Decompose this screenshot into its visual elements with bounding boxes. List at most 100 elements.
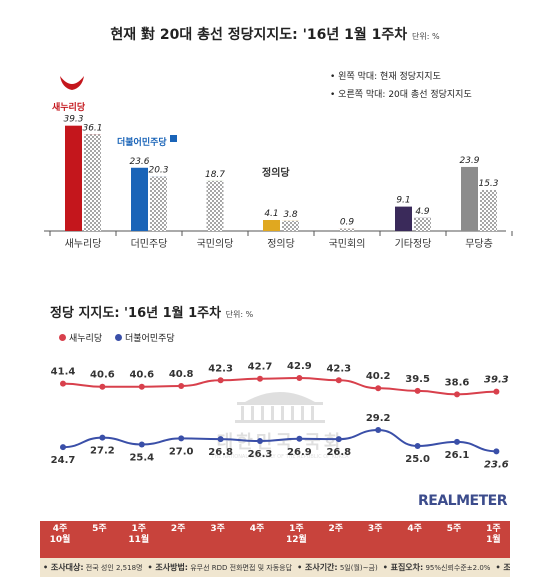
survey-info-item: • 조사기관: 리얼미터 [495, 563, 510, 572]
bar-current [461, 166, 478, 231]
survey-info-key: • 조사기관: [495, 563, 510, 572]
survey-info-key: • 표집오차: [382, 563, 424, 572]
line-value-label: 23.6 [484, 459, 509, 470]
bar-election-pattern [206, 180, 224, 231]
national-assembly-watermark: 대한민국 국회 THE NATIONAL ASSEMBLY OF THE REP… [190, 388, 370, 460]
line-deomin [62, 429, 497, 453]
legend-right-bar: • 오른쪽 막대: 20대 총선 정당지지도 [330, 90, 472, 100]
line-value-label: 40.2 [366, 371, 391, 382]
bar-value-label: 23.6 [129, 157, 149, 167]
survey-info-value: 전국 성인 2,518명 [83, 564, 143, 572]
week-label: 4주 [249, 524, 265, 534]
survey-info-value: 유무선 RDD 전화면접 및 자동응답 [188, 564, 293, 572]
line-point [454, 391, 460, 398]
line-point [257, 375, 263, 382]
survey-info-bar: • 조사대상: 전국 성인 2,518명 • 조사방법: 유무선 RDD 전화면접… [40, 558, 510, 577]
legend-dot-red [59, 334, 66, 341]
jeongui-logo-text: 정의당 [262, 168, 290, 179]
line-point [375, 385, 382, 392]
line-value-label: 29.2 [366, 413, 391, 424]
line-chart: 41.4 40.6 40.6 40.8 42.3 42.7 42.9 42.3 40.2 39.5… [51, 361, 509, 470]
line-point [335, 377, 342, 384]
survey-info-item: • 조사방법: 유무선 RDD 전화면접 및 자동응답 [147, 563, 293, 572]
line-chart-legend: 새누리당 더불어민주당 [55, 331, 175, 344]
line-chart-title: 정당 지지도: '16년 1월 1주차 단위: % [50, 302, 253, 321]
line-value-label: 41.4 [51, 367, 76, 378]
bar-election-pattern [84, 134, 101, 231]
bar-category-label: 더민주당 [131, 238, 168, 250]
week-label: 2주 [328, 524, 344, 534]
line-point [335, 436, 342, 443]
week-label: 1주 12월 [285, 524, 307, 545]
line-value-label: 42.3 [326, 363, 351, 374]
week-label: 1주 1월 [486, 524, 501, 545]
watermark-subtitle: THE NATIONAL ASSEMBLY OF THE REPUBLIC OF… [211, 454, 349, 460]
line-value-label: 26.8 [208, 447, 233, 458]
line-point [99, 383, 106, 390]
line-point [296, 435, 303, 442]
line-value-label: 40.8 [169, 369, 194, 380]
line-value-label: 25.4 [129, 452, 154, 463]
line-point [414, 387, 421, 394]
survey-info-item: • 표집오차: 95%신뢰수준±2.0% [382, 563, 491, 572]
line-point [493, 388, 500, 395]
survey-info-value: 95%신뢰수준±2.0% [423, 564, 491, 572]
bar-category-label: 새누리당 [65, 238, 102, 250]
bar-election-pattern [282, 220, 299, 231]
bar-value-label: 36.1 [82, 123, 102, 133]
line-chart-unit: 단위: % [225, 310, 254, 319]
line-point [99, 434, 106, 441]
bar-current [263, 220, 280, 231]
jeongui-logo: 정의당 [262, 164, 290, 179]
bar-election-pattern [338, 228, 356, 231]
week-label: 1주 11월 [128, 524, 150, 545]
line-point [138, 383, 145, 390]
line-value-label: 26.8 [326, 447, 351, 458]
line-value-label: 27.2 [90, 446, 115, 457]
week-label: 4주 10월 [49, 524, 71, 545]
bar-value-label: 15.3 [478, 179, 498, 189]
line-value-label: 42.7 [248, 362, 273, 373]
line-saenuri [62, 376, 497, 396]
top-chart-title-text: 현재 對 20대 총선 정당지지도: '16년 1월 1주차 [110, 27, 408, 43]
bar-value-label: 0.9 [340, 218, 355, 228]
line-value-label: 25.0 [405, 454, 430, 465]
bar-chart: 39.336.1 23.620.3 18.7 4.1 3.8 0.9 9.1 4.9 23.9 1… [44, 115, 513, 250]
line-point [178, 382, 185, 389]
line-value-label: 39.3 [484, 375, 509, 386]
top-chart-legend: • 왼쪽 막대: 현재 정당지지도 • 오른쪽 막대: 20대 총선 정당지지도 [330, 68, 472, 104]
line-point [138, 441, 145, 448]
line-value-label: 24.7 [51, 455, 76, 466]
saenuri-logo-text: 새누리당 [52, 103, 86, 113]
legend-dot-blue [115, 334, 122, 341]
line-point [414, 443, 421, 449]
line-value-label: 26.1 [445, 450, 470, 461]
legend-saenuri: 새누리당 [69, 334, 103, 344]
survey-info-key: • 조사기간: [297, 563, 338, 572]
line-point [217, 436, 224, 443]
bar-value-label: 23.9 [459, 156, 479, 166]
line-point [60, 380, 66, 387]
week-label: 5주 [92, 524, 107, 534]
line-value-label: 26.9 [287, 447, 312, 458]
line-value-label: 39.5 [405, 374, 430, 385]
realmeter-logo: REALMETER [418, 493, 508, 509]
bar-value-label: 20.3 [148, 166, 168, 176]
saenuri-logo: 새누리당 [52, 74, 92, 113]
week-label: 3주 [367, 524, 383, 534]
bar-value-label: 18.7 [205, 170, 225, 180]
line-value-label: 42.3 [208, 363, 233, 374]
line-point [60, 444, 66, 451]
week-label: 4주 [407, 524, 422, 534]
bar-value-label: 39.3 [63, 115, 83, 125]
bar-value-label: 4.1 [264, 209, 278, 219]
bar-election-pattern [414, 217, 431, 231]
bar-category-label: 정의당 [267, 238, 295, 250]
saenuri-logo-mark [60, 76, 84, 90]
line-value-label: 26.3 [248, 449, 273, 460]
week-label: 5주 [446, 524, 462, 534]
line-point [178, 435, 185, 442]
week-label: 3주 [210, 524, 225, 534]
line-point [454, 438, 460, 445]
bar-value-label: 4.9 [415, 207, 430, 217]
